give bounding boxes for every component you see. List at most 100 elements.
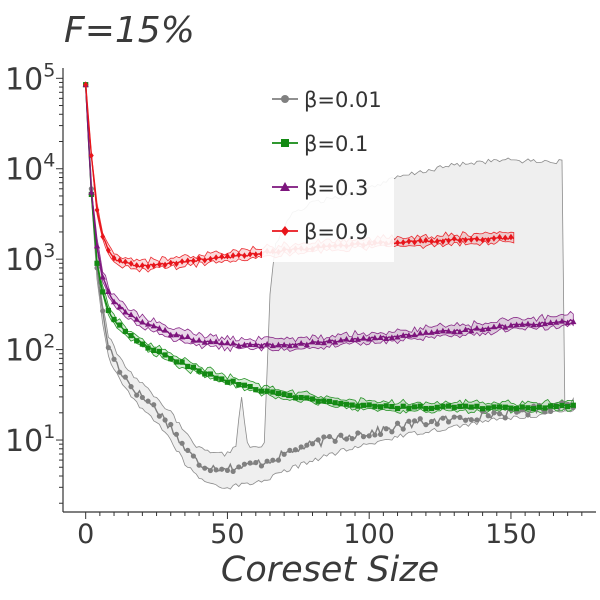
point-2-160 (536, 321, 543, 327)
point-0-46 (213, 467, 219, 473)
point-0-108 (389, 429, 395, 435)
point-3-118 (417, 237, 423, 244)
point-0-148 (502, 415, 508, 421)
point-2-88 (332, 338, 339, 345)
point-3-52 (230, 252, 236, 259)
point-3-56 (242, 252, 247, 259)
point-3-140 (480, 236, 485, 244)
point-1-98 (360, 402, 367, 408)
point-0-122 (428, 418, 435, 425)
point-0-90 (338, 432, 344, 438)
point-2-60 (252, 341, 259, 348)
point-0-114 (406, 418, 412, 424)
point-0-24 (151, 402, 157, 408)
point-0-22 (145, 398, 151, 404)
point-1-36 (185, 363, 191, 370)
point-0-116 (411, 418, 418, 424)
point-1-156 (525, 405, 531, 411)
point-3-0 (83, 81, 89, 88)
point-3-36 (185, 257, 191, 265)
point-3-116 (412, 238, 417, 246)
point-3-128 (446, 237, 451, 244)
point-2-168 (558, 317, 566, 324)
point-2-26 (156, 325, 163, 331)
point-3-4 (94, 206, 100, 214)
point-0-110 (394, 420, 401, 426)
point-1-4 (94, 260, 100, 266)
x-tick-label-100: 100 (343, 519, 395, 550)
point-1-116 (411, 404, 418, 410)
point-2-114 (405, 332, 412, 338)
point-2-118 (417, 329, 424, 336)
point-3-146 (497, 233, 503, 241)
point-2-166 (553, 319, 560, 325)
point-2-100 (366, 335, 373, 342)
point-1-18 (134, 338, 140, 344)
point-2-102 (371, 334, 378, 341)
point-0-30 (168, 421, 174, 428)
legend: β=0.01 β=0.1 β=0.3 β=0.9 (262, 80, 394, 262)
point-1-124 (434, 404, 440, 410)
point-2-4 (93, 242, 101, 249)
point-1-106 (383, 403, 389, 409)
point-0-82 (315, 437, 321, 443)
point-2-76 (298, 339, 305, 346)
point-3-44 (208, 255, 213, 263)
point-1-22 (145, 345, 151, 351)
point-1-60 (253, 387, 259, 393)
point-0-84 (321, 434, 327, 440)
point-0-16 (128, 384, 134, 390)
point-0-20 (139, 394, 145, 401)
point-0-128 (445, 419, 452, 425)
point-2-150 (507, 322, 515, 328)
point-0-80 (309, 441, 316, 447)
point-1-44 (207, 371, 214, 377)
point-3-28 (162, 261, 168, 269)
point-3-58 (247, 250, 253, 258)
point-1-86 (326, 398, 333, 404)
point-1-84 (321, 398, 327, 404)
point-2-94 (349, 336, 356, 343)
point-1-30 (168, 356, 174, 362)
point-3-40 (196, 255, 202, 263)
point-1-74 (292, 395, 299, 401)
point-1-94 (349, 402, 355, 408)
point-0-106 (383, 426, 389, 432)
point-1-162 (542, 405, 548, 411)
point-0-14 (122, 374, 128, 380)
point-0-96 (355, 430, 361, 436)
point-2-90 (337, 336, 344, 343)
point-2-112 (400, 332, 407, 338)
point-0-92 (343, 436, 350, 442)
point-0-100 (366, 433, 372, 439)
point-1-120 (423, 405, 429, 412)
point-0-6 (100, 308, 106, 314)
point-1-68 (275, 390, 282, 397)
point-3-60 (253, 251, 259, 258)
point-0-94 (349, 436, 355, 442)
point-1-14 (122, 328, 128, 335)
point-2-132 (456, 328, 464, 335)
point-1-40 (196, 368, 202, 374)
point-2-28 (161, 326, 169, 333)
point-0-124 (434, 421, 440, 427)
point-0-134 (462, 417, 469, 423)
point-1-46 (213, 375, 219, 381)
point-1-12 (117, 322, 123, 328)
point-1-164 (548, 403, 554, 409)
point-2-6 (99, 273, 106, 280)
point-0-164 (548, 408, 554, 415)
point-1-20 (139, 341, 145, 347)
point-0-12 (117, 369, 123, 375)
point-3-14 (122, 258, 128, 266)
point-0-58 (247, 460, 253, 466)
point-2-36 (184, 333, 191, 340)
point-0-40 (196, 462, 202, 468)
point-2-158 (530, 321, 537, 328)
point-2-122 (428, 329, 435, 335)
point-1-102 (372, 403, 378, 409)
point-1-10 (111, 316, 117, 323)
point-1-50 (224, 379, 231, 385)
point-0-132 (457, 414, 463, 421)
point-2-106 (383, 335, 390, 341)
